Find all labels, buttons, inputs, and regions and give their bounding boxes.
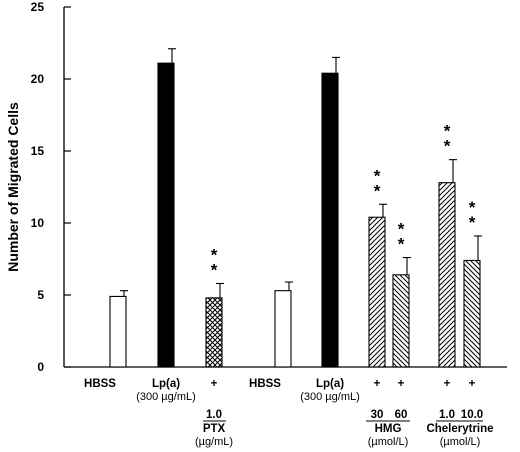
treatment-name: HMG [375, 423, 402, 435]
y-tick-label: 10 [31, 216, 45, 230]
x-category-sublabel: (300 µg/mL) [300, 391, 360, 403]
significance-marker: * [211, 245, 218, 264]
y-axis-label: Number of Migrated Cells [5, 102, 21, 272]
bar [392, 274, 410, 368]
treatment-name: Chelerytrine [426, 423, 493, 435]
x-category-label: + [469, 378, 476, 390]
y-tick-label: 15 [31, 144, 45, 158]
x-category-label: HBSS [84, 378, 116, 390]
dose-label: 30 [371, 409, 384, 421]
bar [274, 290, 292, 368]
x-category-label: + [398, 378, 405, 390]
y-tick-label: 5 [37, 288, 44, 302]
bar-series: ********** [109, 48, 482, 368]
significance-marker: * [374, 181, 381, 200]
significance-marker: * [398, 220, 405, 239]
y-axis-ticks: 0 5 10 15 20 25 [31, 0, 71, 374]
y-tick-label: 20 [31, 72, 45, 86]
bar [463, 259, 481, 368]
treatment-unit: (µmol/L) [440, 436, 481, 448]
significance-marker: * [444, 137, 451, 156]
dose-label: 60 [395, 409, 408, 421]
x-category-label: HBSS [249, 378, 281, 390]
x-category-label: + [374, 378, 381, 390]
x-category-label: Lp(a) [316, 378, 344, 390]
y-tick-label: 0 [37, 360, 44, 374]
dose-label: 1.0 [439, 409, 455, 421]
y-tick-label: 25 [31, 0, 45, 14]
significance-marker: * [469, 213, 476, 232]
significance-marker: * [374, 166, 381, 185]
treatment-unit: (µg/mL) [195, 436, 233, 448]
x-category-label: + [444, 378, 451, 390]
bar [368, 216, 386, 368]
bar [321, 72, 339, 368]
bar [157, 62, 175, 368]
bar [438, 182, 456, 368]
bar [205, 297, 223, 368]
dose-label: 1.0 [206, 409, 222, 421]
x-category-label: Lp(a) [152, 378, 180, 390]
dose-label: 10.0 [461, 409, 483, 421]
significance-marker: * [444, 122, 451, 141]
treatment-name: PTX [203, 423, 226, 435]
bar [109, 295, 127, 368]
treatment-unit: (µmol/L) [368, 436, 409, 448]
x-category-label: + [211, 378, 218, 390]
x-category-sublabel: (300 µg/mL) [136, 391, 196, 403]
x-axis-labels: HBSS Lp(a)(300 µg/mL)+ HBSS Lp(a)(300 µg/mL… [84, 378, 476, 403]
significance-marker: * [469, 198, 476, 217]
significance-marker: * [211, 260, 218, 279]
significance-marker: * [398, 235, 405, 254]
